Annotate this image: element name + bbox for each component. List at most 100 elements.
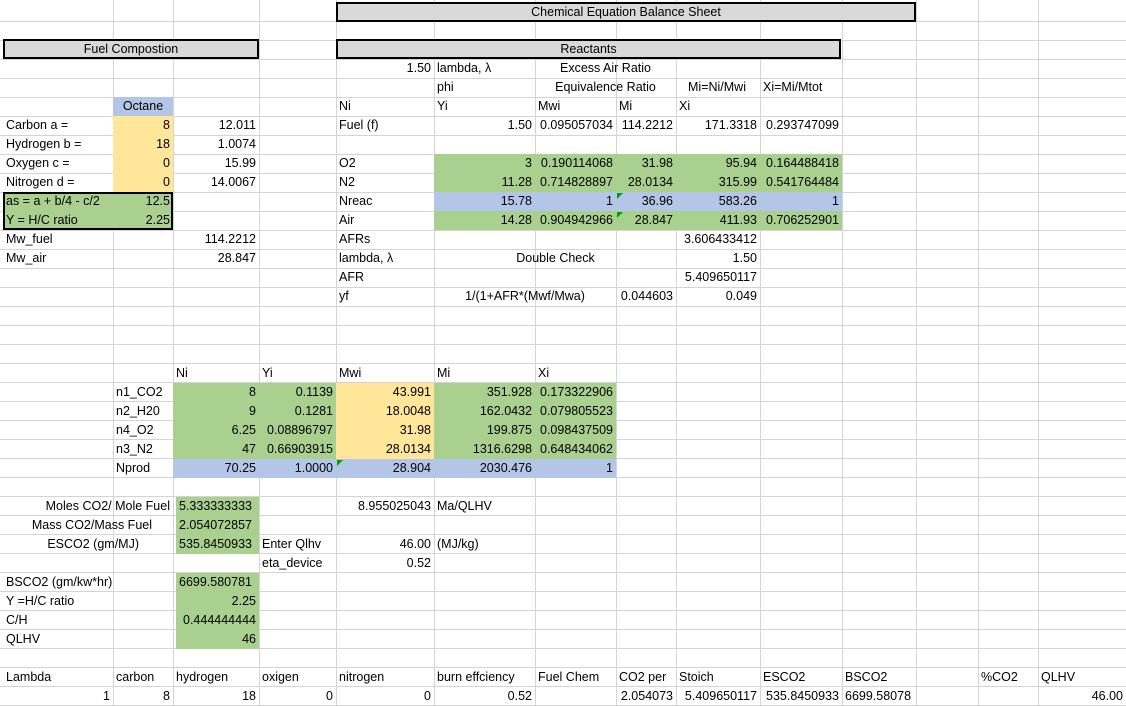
n2-mi-cell[interactable]: 315.99 (718, 175, 757, 189)
as-value-cell[interactable]: 12.5 (145, 194, 170, 208)
product-row-yi[interactable]: 0.66903915 (266, 442, 333, 456)
n2-row-label[interactable]: N2 (339, 175, 355, 189)
product-row-mwi[interactable]: 28.0134 (385, 442, 431, 456)
air-mi-cell[interactable]: 411.93 (719, 213, 757, 227)
summary-header-qlhv[interactable]: QLHV (1041, 670, 1076, 684)
lambda-check-value[interactable]: 1.50 (732, 251, 757, 265)
product-row-yi[interactable]: 0.1281 (294, 404, 333, 418)
summary-qlhv-cell[interactable]: 46.00 (1091, 689, 1123, 703)
mw-fuel-cell[interactable]: 114.2212 (204, 232, 256, 246)
ma-qlhv-value[interactable]: 8.955025043 (358, 499, 431, 513)
product-row-xi[interactable]: 0.079805523 (540, 404, 613, 418)
summary-hydrogen-cell[interactable]: 18 (242, 689, 256, 703)
xi-formula-label[interactable]: Xi=Mi/Mtot (763, 80, 823, 94)
bsco2-cell[interactable]: 6699.580781 (179, 575, 252, 589)
eta-device-cell[interactable]: 0.52 (406, 556, 431, 570)
summary-header-nitrogen[interactable]: nitrogen (339, 670, 385, 684)
nprod-yi-cell[interactable]: 1.0000 (294, 461, 333, 475)
summary-bsco2-cell[interactable]: 6699.58078 (845, 689, 912, 703)
mw-fuel-label[interactable]: Mw_fuel (6, 232, 53, 246)
qlhv-unit-label[interactable]: (MJ/kg) (437, 537, 479, 551)
fuel-ni-cell[interactable]: 1.50 (507, 118, 532, 132)
product-row-ni[interactable]: 6.25 (231, 423, 256, 437)
summary-header-co2-per[interactable]: CO2 per (619, 670, 667, 684)
products-col-yi[interactable]: Yi (262, 366, 273, 380)
summary-header-burn[interactable]: burn effciency (437, 670, 515, 684)
products-col-xi[interactable]: Xi (538, 366, 550, 380)
nprod-row-label[interactable]: Nprod (116, 461, 151, 475)
equivalence-label[interactable]: Equivalence Ratio (555, 80, 656, 94)
oxygen-label[interactable]: Oxygen c = (6, 156, 70, 170)
product-row-mi[interactable]: 1316.6298 (472, 442, 532, 456)
nreac-mwi-cell[interactable]: 36.96 (641, 194, 673, 208)
afrs-value-cell[interactable]: 3.606433412 (684, 232, 757, 246)
mass-co2-label[interactable]: Mass CO2/Mass Fuel (31, 518, 152, 532)
ch-cell[interactable]: 0.444444444 (183, 613, 256, 627)
afrs-label[interactable]: AFRs (339, 232, 371, 246)
lambda-label[interactable]: lambda, λ (437, 61, 492, 75)
summary-oxigen-cell[interactable]: 0 (326, 689, 333, 703)
summary-header-carbon[interactable]: carbon (116, 670, 155, 684)
moles-co2-cell[interactable]: 5.333333333 (179, 499, 252, 513)
n2-xi-cell[interactable]: 0.541764484 (766, 175, 839, 189)
yf-value-cell[interactable]: 0.044603 (620, 289, 673, 303)
qlhv-cell[interactable]: 46 (242, 632, 256, 646)
hc-ratio2-cell[interactable]: 2.25 (231, 594, 256, 608)
sheet-title-banner[interactable]: Chemical Equation Balance Sheet (336, 2, 916, 22)
o2-row-label[interactable]: O2 (339, 156, 356, 170)
summary-header-esco2[interactable]: ESCO2 (763, 670, 806, 684)
summary-header-fuel-chem[interactable]: Fuel Chem (538, 670, 600, 684)
nreac-row-label[interactable]: Nreac (339, 194, 373, 208)
fuel-mi-cell[interactable]: 171.3318 (704, 118, 757, 132)
fuel-row-label[interactable]: Fuel (f) (339, 118, 379, 132)
summary-header-bsco2[interactable]: BSCO2 (845, 670, 888, 684)
fuel-name-cell[interactable]: Octane (122, 99, 164, 113)
yf-rounded-cell[interactable]: 0.049 (725, 289, 757, 303)
ma-qlhv-label[interactable]: Ma/QLHV (437, 499, 492, 513)
carbon-count-cell[interactable]: 8 (163, 118, 170, 132)
nprod-mwi-cell[interactable]: 28.904 (392, 461, 431, 475)
summary-header-lambda[interactable]: Lambda (6, 670, 52, 684)
summary-header-stoich[interactable]: Stoich (679, 670, 714, 684)
fuel-xi-cell[interactable]: 0.293747099 (766, 118, 839, 132)
moles-co2-label[interactable]: Moles CO2/ Mole Fuel (45, 499, 170, 513)
afr-value-cell[interactable]: 5.409650117 (684, 270, 757, 284)
summary-header-pct-co2[interactable]: %CO2 (981, 670, 1018, 684)
hc-ratio-cell[interactable]: 2.25 (145, 213, 170, 227)
product-row-mi[interactable]: 199.875 (486, 423, 532, 437)
hydrogen-count-cell[interactable]: 18 (156, 137, 170, 151)
oxygen-mw-cell[interactable]: 15.99 (224, 156, 256, 170)
eta-device-label[interactable]: eta_device (262, 556, 323, 570)
product-row-mi[interactable]: 351.928 (486, 385, 532, 399)
yf-label[interactable]: yf (339, 289, 349, 303)
n2-ni-cell[interactable]: 11.28 (501, 175, 532, 189)
product-row-label[interactable]: n1_CO2 (116, 385, 163, 399)
yf-formula-label[interactable]: 1/(1+AFR*(Mwf/Mwa) (465, 289, 585, 303)
as-label[interactable]: as = a + b/4 - c/2 (6, 194, 100, 208)
excess-air-label[interactable]: Excess Air Ratio (559, 61, 651, 75)
mw-air-label[interactable]: Mw_air (6, 251, 47, 265)
hydrogen-label[interactable]: Hydrogen b = (6, 137, 82, 151)
summary-header-hydrogen[interactable]: hydrogen (176, 670, 229, 684)
reactants-col-yi[interactable]: Yi (437, 99, 448, 113)
nprod-ni-cell[interactable]: 70.25 (224, 461, 256, 475)
reactants-col-ni[interactable]: Ni (339, 99, 351, 113)
summary-carbon-cell[interactable]: 8 (163, 689, 170, 703)
summary-co2-per-cell[interactable]: 2.054073 (620, 689, 673, 703)
nitrogen-count-cell[interactable]: 0 (163, 175, 170, 189)
product-row-ni[interactable]: 9 (249, 404, 256, 418)
reactants-header[interactable]: Reactants (336, 39, 841, 59)
fuel-yi-cell[interactable]: 0.095057034 (540, 118, 613, 132)
nitrogen-mw-cell[interactable]: 14.0067 (210, 175, 256, 189)
nreac-yi-cell[interactable]: 1 (606, 194, 613, 208)
hc-ratio-label[interactable]: Y = H/C ratio (6, 213, 78, 227)
hydrogen-mw-cell[interactable]: 1.0074 (217, 137, 256, 151)
carbon-label[interactable]: Carbon a = (6, 118, 69, 132)
product-row-yi[interactable]: 0.1139 (295, 385, 333, 399)
summary-lambda-cell[interactable]: 1 (103, 689, 110, 703)
nprod-mi-cell[interactable]: 2030.476 (479, 461, 532, 475)
fuel-mwi-cell[interactable]: 114.2212 (621, 118, 673, 132)
nprod-xi-cell[interactable]: 1 (606, 461, 613, 475)
ch-label[interactable]: C/H (6, 613, 28, 627)
n2-yi-cell[interactable]: 0.714828897 (540, 175, 613, 189)
